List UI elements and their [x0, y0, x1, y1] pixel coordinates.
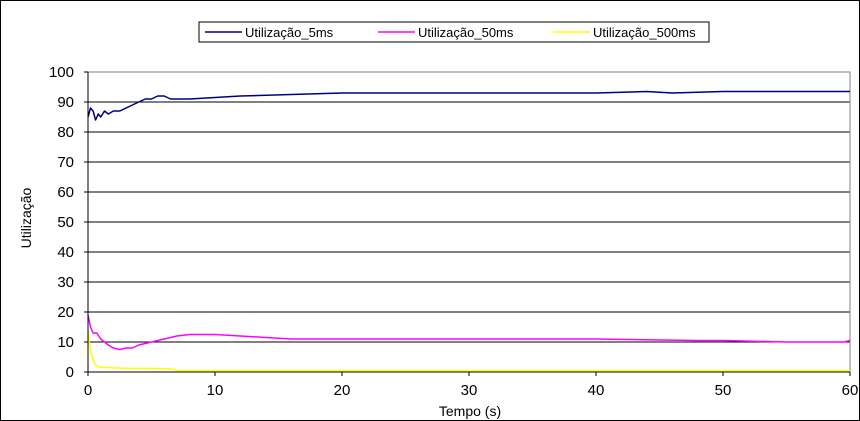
x-tick-label: 0: [84, 382, 92, 399]
y-tick-label: 90: [57, 94, 74, 111]
x-tick-label: 40: [588, 382, 605, 399]
y-tick-label: 50: [57, 214, 74, 231]
y-axis-title: Utilização: [18, 187, 34, 248]
x-axis-title: Tempo (s): [439, 403, 501, 419]
x-tick-label: 10: [207, 382, 224, 399]
y-tick-label: 20: [57, 304, 74, 321]
y-tick-label: 0: [66, 364, 74, 381]
y-tick-label: 100: [49, 64, 74, 81]
x-tick-label: 50: [715, 382, 732, 399]
series-line-3: [87, 329, 850, 372]
y-tick-label: 30: [57, 274, 74, 291]
y-tick-label: 10: [57, 334, 74, 351]
series-line-1: [87, 90, 850, 121]
y-tick-label: 40: [57, 244, 74, 261]
axis-ticks: 0 10 20 30 40 50 60 70 80 90 100 0 10 20 30 40 50 60: [49, 64, 858, 399]
legend: Utilização_5ms Utilização_50ms Utilização_…: [198, 21, 710, 43]
y-tick-label: 60: [57, 184, 74, 201]
gridlines: [88, 71, 850, 373]
x-tick-label: 30: [461, 382, 478, 399]
x-tick-label: 20: [334, 382, 351, 399]
legend-box: [198, 21, 710, 43]
x-tick-label: 60: [842, 382, 859, 399]
legend-label-2: Utilização_50ms: [418, 25, 514, 40]
series-layer: [87, 90, 851, 372]
series-line-2: [87, 314, 851, 351]
legend-label-3: Utilização_500ms: [593, 25, 696, 40]
y-tick-label: 80: [57, 124, 74, 141]
y-tick-label: 70: [57, 154, 74, 171]
legend-label-1: Utilização_5ms: [245, 25, 334, 40]
